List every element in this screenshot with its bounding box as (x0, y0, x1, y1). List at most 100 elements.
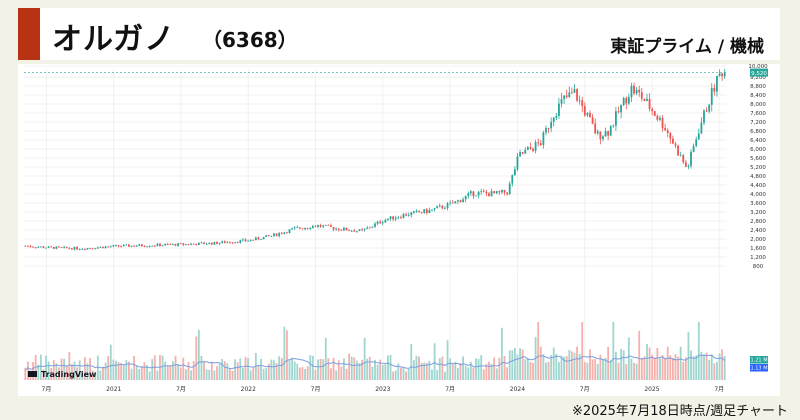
volume-bar (76, 367, 79, 380)
candle-body (542, 132, 545, 146)
candle-body (643, 98, 646, 101)
volume-bar (71, 364, 73, 380)
volume-tag-label: 1.21 M (750, 358, 767, 364)
candle-body (76, 247, 79, 250)
volume-bar (309, 355, 312, 380)
candle-body (153, 245, 156, 247)
candle-body (99, 246, 102, 248)
candle-body (713, 87, 716, 92)
candle-body (52, 246, 55, 249)
volume-bar (143, 362, 146, 380)
volume-bar (454, 361, 457, 380)
candle-body (524, 149, 527, 154)
candle-body (374, 223, 376, 227)
candle-body (270, 235, 273, 237)
candle-body (107, 246, 110, 248)
candle-body (555, 115, 558, 118)
candle-body (690, 151, 692, 166)
y-tick-label: 5,200 (750, 165, 766, 171)
candle-body (26, 245, 29, 247)
market-sector: 東証プライム / 機械 (610, 37, 764, 57)
candle-body (446, 203, 449, 209)
footnote: ※2025年7月18日時点/週足チャート (571, 404, 788, 419)
volume-bar (428, 360, 431, 380)
candle-body (475, 195, 477, 197)
candle-body (133, 245, 135, 247)
candle-body (122, 244, 125, 247)
volume-bar (374, 359, 376, 380)
volume-bar (633, 362, 635, 380)
y-tick-label: 5,600 (750, 156, 766, 162)
candle-body (412, 211, 415, 213)
candle-body (247, 240, 249, 242)
candle-body (104, 246, 107, 249)
volume-bar (96, 355, 99, 380)
candle-body (425, 209, 428, 214)
candle-body (190, 243, 192, 245)
volume-bar (363, 337, 366, 380)
candle-body (718, 73, 721, 76)
candle-body (327, 224, 330, 226)
volume-bar (651, 355, 654, 380)
volume-bar (42, 369, 45, 380)
volume-bar (102, 366, 104, 380)
volume-bar (433, 343, 436, 380)
volume-bar (89, 358, 91, 380)
candle-body (526, 147, 529, 150)
volume-bar (195, 336, 198, 380)
volume-bar (68, 352, 71, 380)
volume-bar (298, 367, 301, 380)
x-tick-label: 7月 (714, 386, 724, 393)
x-tick-label: 7月 (580, 386, 590, 393)
volume-bar (361, 359, 363, 380)
volume-bar (252, 367, 255, 380)
candle-body (216, 241, 218, 244)
candle-body (529, 147, 532, 149)
volume-bar (412, 360, 415, 380)
volume-bar (335, 370, 338, 380)
candle-body (213, 241, 216, 245)
volume-bar (115, 360, 117, 380)
candle-body (671, 138, 674, 144)
candle-body (493, 191, 496, 194)
volume-bar (451, 363, 454, 380)
volume-bar (65, 365, 68, 380)
volume-bar (555, 353, 558, 380)
volume-bar (545, 362, 547, 380)
candle-body (459, 200, 462, 203)
candle-body (128, 244, 130, 247)
volume-bar (431, 369, 433, 380)
candle-body (275, 233, 278, 236)
volume-bar (146, 365, 148, 380)
candle-body (172, 243, 174, 245)
candle-body (37, 246, 40, 248)
volume-bar (563, 356, 566, 380)
volume-bar (324, 337, 327, 380)
x-tick-label: 7月 (176, 386, 186, 393)
volume-bar (410, 343, 413, 380)
candle-body (498, 191, 501, 193)
volume-bar (666, 346, 669, 380)
candle-body (679, 155, 682, 157)
candle-body (146, 246, 148, 248)
volume-bar (164, 361, 167, 380)
volume-bar (405, 371, 407, 380)
candle-body (511, 174, 514, 184)
volume-bar (83, 357, 86, 380)
candle-body (164, 244, 167, 246)
candle-body (695, 139, 698, 146)
candle-body (550, 121, 553, 129)
volume-bar (200, 355, 203, 380)
volume-bar (617, 362, 620, 380)
candle-body (462, 199, 464, 203)
candle-body (330, 225, 332, 227)
candle-body (47, 246, 50, 248)
candle-body (363, 228, 366, 230)
candle-body (60, 246, 63, 248)
volume-bar (153, 355, 156, 380)
candle-body (558, 103, 560, 116)
volume-bar (125, 360, 128, 380)
candle-body (594, 123, 597, 134)
volume-bar (94, 371, 97, 380)
candle-body (280, 233, 283, 234)
